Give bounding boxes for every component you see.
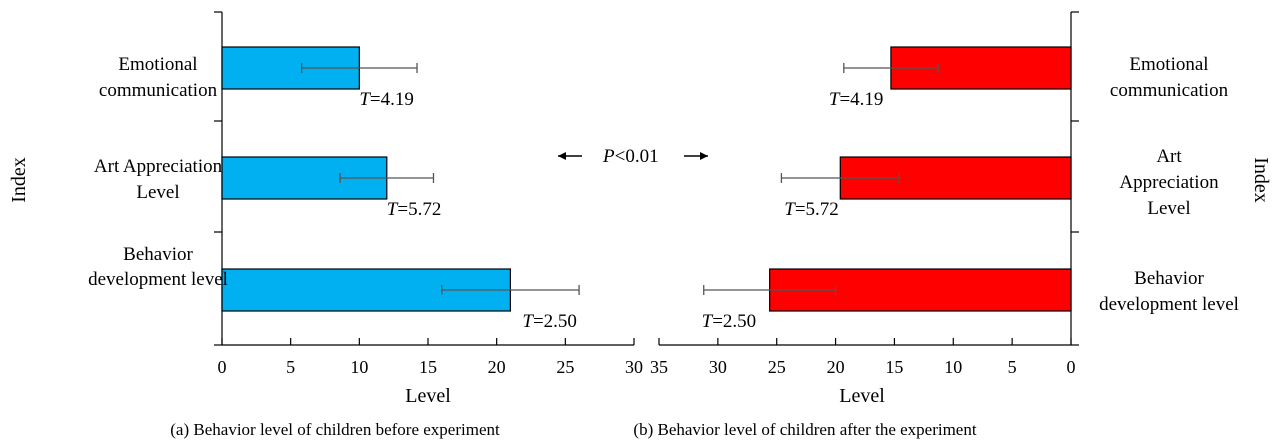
x-tick-label: 25 (556, 357, 574, 377)
category-label: Art Appreciation (94, 156, 223, 177)
stat-label: T=5.72 (387, 199, 442, 220)
stat-symbol: T (387, 199, 399, 220)
significance-symbol: P (602, 146, 615, 167)
right-arrow (684, 152, 708, 160)
stat-label: T=2.50 (702, 311, 757, 332)
x-axis-title: Level (839, 385, 885, 407)
stat-label: T=5.72 (784, 199, 839, 220)
panel-b: 35 30 25 20 15 10 5 0T=4.19Emotionalcommunicati… (633, 11, 1272, 439)
category-label: communication (99, 80, 218, 101)
stat-value: =5.72 (397, 199, 441, 220)
category-label: Appreciation (1119, 172, 1219, 193)
stat-value: =4.19 (370, 89, 414, 110)
stat-label: T=2.50 (522, 311, 577, 332)
category-label: Emotional (1129, 54, 1208, 75)
category-label: Emotional (118, 54, 197, 75)
category-label: Level (1147, 198, 1190, 219)
stat-symbol: T (784, 199, 796, 220)
panel-caption: (a) Behavior level of children before ex… (170, 420, 500, 439)
stat-symbol: T (829, 89, 841, 110)
x-tick-label: 15 (419, 357, 437, 377)
stat-label: T=4.19 (359, 89, 414, 110)
category-label: communication (1110, 80, 1229, 101)
x-tick-label: 5 (286, 357, 295, 377)
stat-label: T=4.19 (829, 89, 884, 110)
x-tick-label: 30 (625, 357, 643, 377)
x-tick-label: 0 (218, 357, 227, 377)
x-tick-label: 20 (827, 357, 845, 377)
stat-symbol: T (359, 89, 371, 110)
y-axis-title: Index (1250, 157, 1272, 203)
x-tick-label: 35 (650, 357, 668, 377)
stat-value: =5.72 (795, 199, 839, 220)
x-tick-label: 15 (885, 357, 903, 377)
category-label: Behavior (123, 244, 193, 265)
category-label: development level (1099, 294, 1239, 315)
category-label: Level (136, 182, 179, 203)
x-tick-label: 30 (709, 357, 727, 377)
significance-value: <0.01 (615, 146, 659, 167)
x-tick-label: 25 (768, 357, 786, 377)
left-arrow (558, 152, 582, 160)
x-tick-label: 10 (350, 357, 368, 377)
stat-symbol: T (702, 311, 714, 332)
stat-value: =2.50 (533, 311, 577, 332)
significance-label: P<0.01 (602, 146, 659, 167)
stat-value: =4.19 (839, 89, 883, 110)
stat-value: =2.50 (712, 311, 756, 332)
x-axis-title: Level (405, 385, 451, 407)
x-tick-label: 0 (1067, 357, 1076, 377)
panel-a: 0 5 10 15 20 25 30T=4.19Emotionalcommunication… (8, 11, 643, 439)
category-label: Behavior (1134, 268, 1204, 289)
stat-symbol: T (522, 311, 534, 332)
x-tick-label: 10 (944, 357, 962, 377)
category-label: development level (88, 269, 228, 290)
x-tick-label: 20 (488, 357, 506, 377)
y-axis-title: Index (8, 157, 30, 203)
category-label: Art (1156, 146, 1182, 167)
panel-caption: (b) Behavior level of children after the… (633, 420, 976, 439)
x-tick-label: 5 (1008, 357, 1017, 377)
